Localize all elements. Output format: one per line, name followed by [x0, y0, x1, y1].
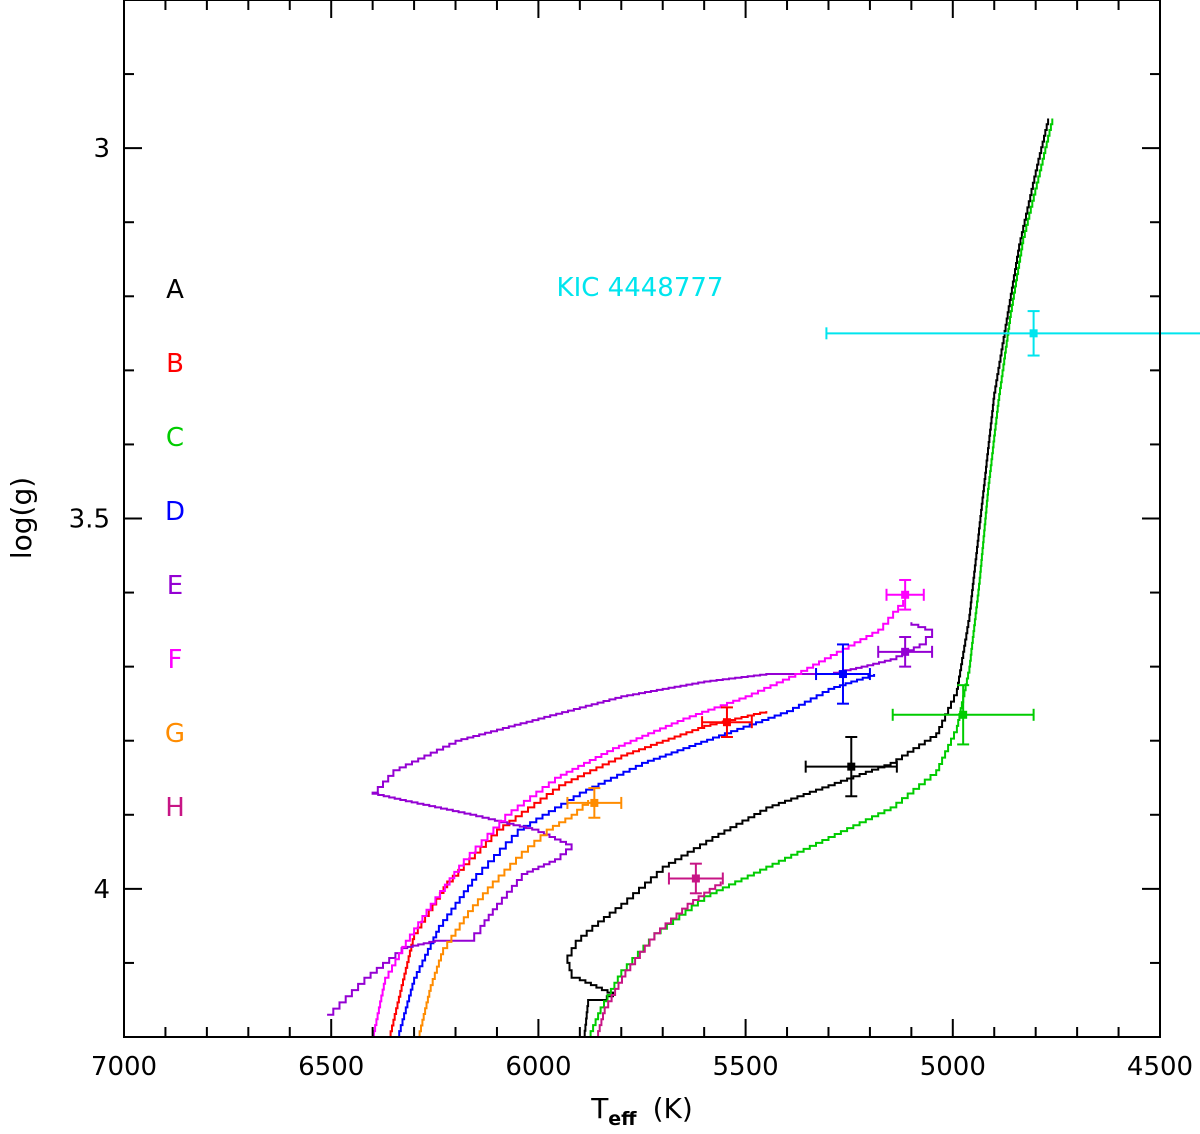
legend-label-G: G [165, 719, 185, 749]
track-F [372, 600, 905, 1037]
x-tick-label: 6000 [505, 1052, 571, 1082]
point-D [815, 643, 871, 705]
x-tick-label: 5500 [713, 1052, 779, 1082]
point-H [667, 862, 724, 895]
x-tick-label: 4500 [1127, 1052, 1193, 1082]
legend-label-C: C [166, 423, 184, 453]
point-kic [825, 310, 1200, 357]
legend-label-D: D [165, 497, 185, 527]
x-axis-ticks: 7000 6500 6000 5500 5000 4500 [91, 0, 1193, 1082]
track-H [596, 881, 722, 1037]
x-tick-label: 6500 [298, 1052, 364, 1082]
point-B [701, 706, 753, 739]
x-axis-title-subscript: eff [608, 1108, 637, 1130]
evolutionary-tracks [327, 118, 1054, 1037]
point-A [804, 736, 898, 798]
x-tick-label: 7000 [91, 1052, 157, 1082]
point-F [885, 578, 925, 611]
x-axis-title: Teff (K) [590, 1092, 693, 1130]
x-axis-title-unit: (K) [653, 1092, 693, 1125]
y-axis-title: log(g) [5, 477, 38, 559]
legend-label-A: A [166, 275, 184, 305]
track-D [397, 674, 876, 1037]
x-axis-title-main: T [590, 1092, 609, 1125]
y-tick-label: 3.5 [69, 505, 110, 535]
track-B [389, 711, 768, 1037]
star-annotation: KIC 4448777 [557, 273, 724, 303]
y-tick-label: 4 [93, 875, 110, 905]
point-C [891, 684, 1035, 746]
legend: A B C D E F G H [165, 275, 185, 823]
y-axis-ticks: 33.54 [69, 73, 1160, 964]
track-C [588, 118, 1054, 1037]
legend-label-F: F [168, 645, 183, 675]
y-tick-label: 3 [93, 134, 110, 164]
observed-points [566, 310, 1200, 895]
legend-label-E: E [167, 571, 183, 601]
track-G [418, 800, 590, 1037]
track-A [566, 118, 1050, 1037]
track-E [327, 622, 934, 1016]
legend-label-H: H [165, 793, 185, 823]
legend-label-B: B [166, 349, 184, 379]
point-E [877, 636, 934, 668]
plot-frame [123, 0, 1161, 1038]
point-G [566, 787, 623, 819]
x-tick-label: 5000 [920, 1052, 986, 1082]
